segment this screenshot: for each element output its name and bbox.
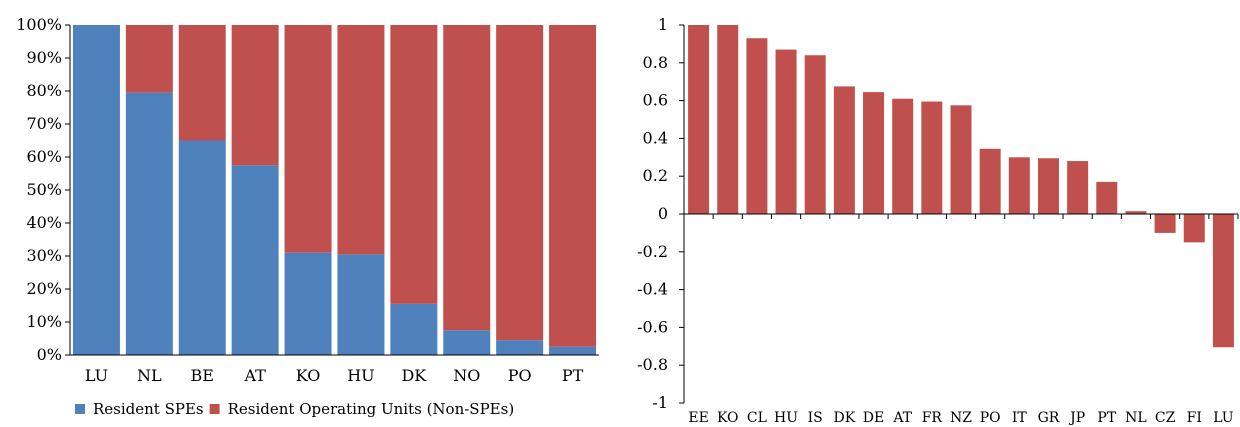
y-tick-label: 100% (16, 15, 62, 34)
x-tick-label: IT (1012, 410, 1028, 426)
x-tick-label: FI (1187, 410, 1202, 426)
legend-label: Resident SPEs (93, 400, 204, 418)
bar-segment (549, 346, 597, 355)
bar-segment (337, 254, 385, 355)
y-tick-label: -0.6 (637, 317, 668, 336)
bar (1154, 214, 1176, 233)
bar-segment (337, 25, 385, 255)
bar-segment (284, 25, 332, 253)
bar-segment (443, 25, 491, 331)
y-tick-label: 0.2 (643, 166, 668, 185)
bar (950, 105, 972, 214)
x-tick-label: CZ (1155, 410, 1176, 426)
y-tick-label: -0.8 (637, 355, 668, 374)
bar-segment (178, 25, 226, 141)
x-tick-label: HU (347, 366, 374, 385)
bar (1037, 158, 1059, 214)
y-tick-label: 60% (26, 147, 62, 166)
y-tick-label: 90% (26, 48, 62, 67)
x-tick-label: PO (508, 366, 532, 385)
bar (1212, 214, 1234, 348)
y-tick-label: 50% (26, 180, 62, 199)
x-tick-label: HU (774, 410, 798, 426)
x-tick-label: DE (863, 410, 884, 426)
y-tick-label: 0.4 (643, 128, 668, 147)
bar-segment (549, 25, 597, 347)
x-tick-label: PT (562, 366, 584, 385)
x-tick-label: CL (747, 410, 767, 426)
y-tick-label: 20% (26, 279, 62, 298)
legend-swatch (209, 404, 220, 414)
x-tick-label: BE (191, 366, 214, 385)
bar-segment (178, 140, 226, 355)
bar (921, 101, 943, 214)
bar-segment (231, 165, 279, 355)
y-tick-label: 80% (26, 81, 62, 100)
y-tick-label: 10% (26, 312, 62, 331)
bar-segment (284, 252, 332, 355)
legend-swatch (75, 404, 85, 414)
x-tick-label: NL (137, 366, 162, 385)
x-tick-label: KO (717, 410, 739, 426)
y-tick-label: 70% (26, 114, 62, 133)
bar-segment (496, 340, 544, 355)
bar (979, 148, 1001, 214)
y-tick-label: 40% (26, 213, 62, 232)
x-tick-label: JP (1068, 410, 1085, 426)
x-tick-label: PO (980, 410, 1001, 426)
x-tick-label: FR (922, 410, 943, 426)
bar (863, 92, 885, 214)
bar (1183, 214, 1205, 243)
x-tick-label: KO (296, 366, 321, 385)
bar (892, 98, 914, 214)
y-tick-label: 0.8 (643, 53, 668, 72)
bar-segment (231, 25, 279, 166)
bar (1096, 181, 1118, 214)
y-tick-label: 0.6 (643, 91, 668, 110)
x-tick-label: IS (808, 410, 823, 426)
legend-label: Resident Operating Units (Non-SPEs) (228, 400, 515, 418)
bar-segment (390, 303, 438, 355)
y-tick-label: -1 (652, 393, 668, 412)
y-tick-label: -0.2 (637, 242, 668, 261)
bar-segment (496, 25, 544, 341)
bar-segment (125, 25, 173, 93)
bar-segment (390, 25, 438, 304)
x-tick-label: DK (834, 410, 856, 426)
x-tick-label: DK (401, 366, 427, 385)
x-tick-label: EE (688, 410, 708, 426)
y-tick-label: 0 (658, 204, 668, 223)
y-tick-label: 0% (37, 345, 62, 364)
x-tick-label: AT (892, 410, 912, 426)
bar (1067, 161, 1089, 214)
bar (1125, 211, 1147, 214)
bar (833, 86, 855, 214)
bar (688, 25, 710, 214)
x-tick-label: PT (1097, 410, 1116, 426)
x-tick-label: NL (1125, 410, 1147, 426)
x-tick-label: LU (85, 366, 108, 385)
bar (775, 49, 797, 214)
bar (746, 38, 768, 215)
right-bar-chart: -1 -0.8 -0.6 -0.4 -0.2 0 0.2 0.4 0.6 0.8 1 EE KO CL HU… (637, 15, 1239, 426)
x-tick-label: LU (1213, 410, 1234, 426)
bar-segment (443, 330, 491, 355)
bar (717, 25, 739, 214)
y-tick-label: 30% (26, 246, 62, 265)
x-tick-label: NZ (950, 410, 972, 426)
y-tick-label: -0.4 (637, 280, 668, 299)
bar (804, 55, 826, 214)
left-stacked-bar-chart: 0% 10% 20% 30% 40% 50% 60% 70% 80% 90% 100% LU NL BE A… (16, 15, 599, 418)
x-tick-label: GR (1038, 410, 1060, 426)
bar (1008, 157, 1030, 214)
x-tick-label: AT (243, 366, 266, 385)
x-tick-label: NO (453, 366, 480, 385)
bar-segment (72, 25, 120, 355)
y-tick-label: 1 (658, 15, 668, 34)
bar-segment (125, 92, 173, 356)
